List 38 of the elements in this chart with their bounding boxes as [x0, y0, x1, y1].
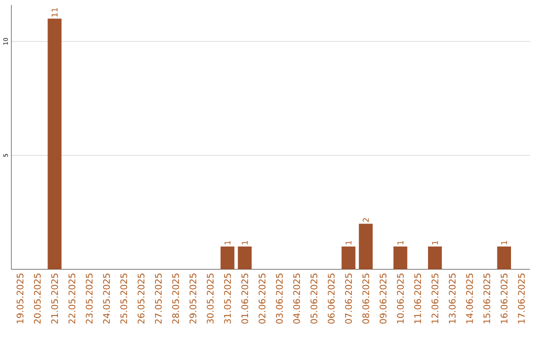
bar: [497, 246, 512, 270]
x-tick-label: 25.05.2025: [120, 274, 128, 324]
x-tick-label: 03.06.2025: [276, 274, 283, 324]
x-tick-label: 05.06.2025: [310, 274, 318, 324]
x-tick-label: 16.06.2025: [500, 274, 508, 324]
x-tick-label: 27.05.2025: [154, 274, 162, 324]
x-tick-label: 09.06.2025: [380, 274, 386, 324]
x-tick-label: 13.06.2025: [448, 274, 456, 324]
x-tick-label: 19.05.2025: [16, 274, 24, 324]
x-tick-label: 26.05.2025: [138, 274, 144, 324]
x-tick-label: 08.06.2025: [362, 274, 370, 324]
x-tick-label: 31.05.2025: [224, 274, 231, 324]
x-tick-label: 12.06.2025: [432, 274, 438, 324]
bar: [342, 246, 356, 270]
bar: [238, 246, 252, 270]
x-tick-label: 17.06.2025: [518, 274, 525, 324]
x-tick-label: 01.06.2025: [241, 274, 248, 324]
bar: [393, 246, 408, 270]
x-tick-label: 15.06.2025: [483, 274, 490, 324]
bar: [220, 246, 234, 270]
x-tick-label: 06.06.2025: [328, 274, 335, 324]
x-tick-label: 22.05.2025: [68, 274, 76, 324]
x-tick-label: 24.05.2025: [103, 274, 110, 324]
x-tick-label: 11.06.2025: [414, 274, 422, 324]
x-tick-label: 23.05.2025: [86, 274, 93, 324]
x-tick-label: 10.06.2025: [396, 274, 404, 324]
x-tick-label: 29.05.2025: [190, 274, 196, 324]
x-tick-label: 28.05.2025: [172, 274, 180, 324]
x-tick-label: 30.05.2025: [206, 274, 214, 324]
x-tick-label: 07.06.2025: [345, 274, 352, 324]
x-tick-label: 21.05.2025: [51, 274, 58, 324]
x-tick-label: 14.06.2025: [466, 274, 473, 324]
x-tick-label: 02.06.2025: [258, 274, 266, 324]
x-tick-label: 20.05.2025: [34, 274, 41, 324]
bar: [428, 246, 442, 270]
x-tick-label: 04.06.2025: [293, 274, 300, 324]
bar: [358, 224, 373, 270]
bar: [48, 18, 62, 270]
